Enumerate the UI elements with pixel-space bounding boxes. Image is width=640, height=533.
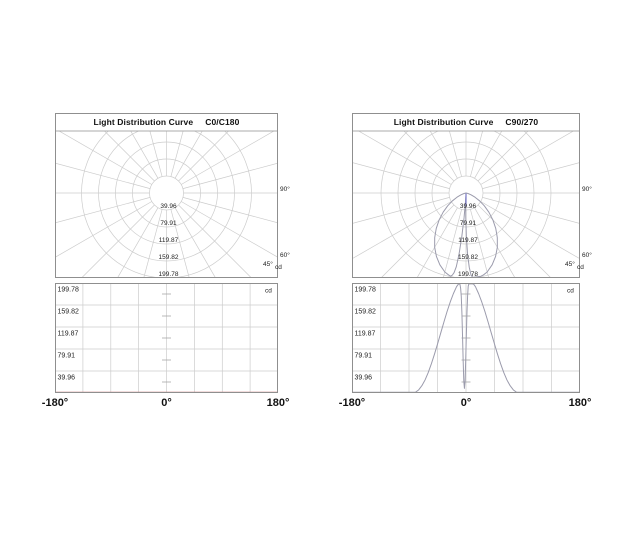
angle-labels: 90° 60° 45° cd	[565, 185, 592, 271]
polar-grid-c0-c180: 39.96 79.91 119.87 159.82 199.78 90° 60° 45° cd	[55, 113, 290, 278]
unit-label-cd: cd	[275, 264, 282, 271]
radial-tick-label: 119.87	[458, 237, 478, 244]
angle-labels: 90° 60° 45° cd	[263, 185, 290, 271]
cartesian-grid-lines	[56, 284, 277, 392]
radial-tick-label: 39.96	[160, 203, 177, 210]
unit-label-cd: cd	[577, 264, 584, 271]
x-axis-label-max: 180°	[266, 397, 290, 409]
intensity-curve-c90_270_cart	[352, 283, 580, 393]
radial-tick-label: 119.87	[159, 237, 179, 244]
polar-chart-c90-270: 39.96 79.91 119.87 159.82 199.78 90° 60° 45° cd …	[352, 113, 592, 278]
x-axis-label-zero: 0°	[161, 397, 172, 409]
y-tick-label: 199.78	[355, 287, 377, 294]
radial-tick-label: 199.78	[159, 271, 179, 278]
angle-label-60: 60°	[582, 251, 592, 259]
chart-title-text: Light Distribution Curve	[393, 117, 494, 127]
angle-label-45: 45°	[565, 260, 575, 268]
radial-tick-label: 159.82	[458, 254, 478, 261]
polar-chart-c0-c180: 39.96 79.91 119.87 159.82 199.78 90° 60° 45° cd …	[55, 113, 290, 278]
y-tick-label: 39.96	[355, 375, 373, 382]
y-tick-label: 79.91	[58, 353, 76, 360]
unit-label-cd: cd	[567, 288, 574, 295]
y-tick-label: 119.87	[58, 331, 79, 338]
chart-plane-label: C90/270	[505, 117, 539, 127]
angle-label-90: 90°	[280, 185, 290, 193]
y-axis-labels: 199.78 159.82 119.87 79.91 39.96	[355, 287, 377, 382]
x-axis-label-min: -180°	[338, 397, 366, 409]
cartesian-chart-c0-c180: 199.78 159.82 119.87 79.91 39.96 cd -180° 0° …	[42, 283, 289, 415]
radial-tick-label: 79.91	[160, 220, 177, 227]
y-tick-label: 39.96	[58, 375, 76, 382]
y-tick-label: 199.78	[58, 287, 80, 294]
y-axis-labels: 199.78 159.82 119.87 79.91 39.96	[58, 287, 80, 382]
cartesian-chart-c90-270: 199.78 159.82 119.87 79.91 39.96 cd -180° 0° …	[339, 283, 591, 415]
radial-value-labels: 39.96 79.91 119.87 159.82 199.78	[458, 203, 478, 278]
cartesian-grid-c0-c180: 199.78 159.82 119.87 79.91 39.96 cd	[55, 283, 278, 393]
y-tick-label: 79.91	[355, 353, 373, 360]
angle-label-45: 45°	[263, 260, 273, 268]
unit-label-cd: cd	[265, 288, 272, 295]
chart-border	[352, 113, 580, 278]
chart-plane-label: C0/C180	[205, 117, 240, 127]
radial-tick-label: 199.78	[458, 271, 478, 278]
chart-border	[352, 283, 580, 393]
radial-tick-label: 159.82	[159, 254, 179, 261]
chart-title-c0-c180: Light Distribution Curve C0/C180	[55, 113, 278, 131]
polar-grid-c90-270: 39.96 79.91 119.87 159.82 199.78 90° 60° 45° cd	[352, 113, 592, 278]
radial-value-labels: 39.96 79.91 119.87 159.82 199.78	[159, 203, 179, 278]
polar-grid-lines	[352, 131, 580, 278]
chart-title-text: Light Distribution Curve	[93, 117, 194, 127]
radial-tick-label: 79.91	[460, 220, 477, 227]
x-axis-label-min: -180°	[41, 397, 69, 409]
y-tick-label: 159.82	[355, 309, 377, 316]
cartesian-grid-c90-270: 199.78 159.82 119.87 79.91 39.96 cd	[352, 283, 580, 393]
chart-border	[55, 283, 278, 393]
radial-tick-label: 39.96	[460, 203, 477, 210]
chart-border	[55, 113, 278, 278]
angle-label-90: 90°	[582, 185, 592, 193]
angle-label-60: 60°	[280, 251, 290, 259]
y-tick-label: 159.82	[58, 309, 80, 316]
x-axis-label-max: 180°	[568, 397, 592, 409]
x-axis-label-zero: 0°	[460, 397, 472, 409]
chart-title-c90-270: Light Distribution Curve C90/270	[352, 113, 580, 131]
polar-grid-lines	[55, 131, 278, 278]
y-tick-label: 119.87	[355, 331, 376, 338]
